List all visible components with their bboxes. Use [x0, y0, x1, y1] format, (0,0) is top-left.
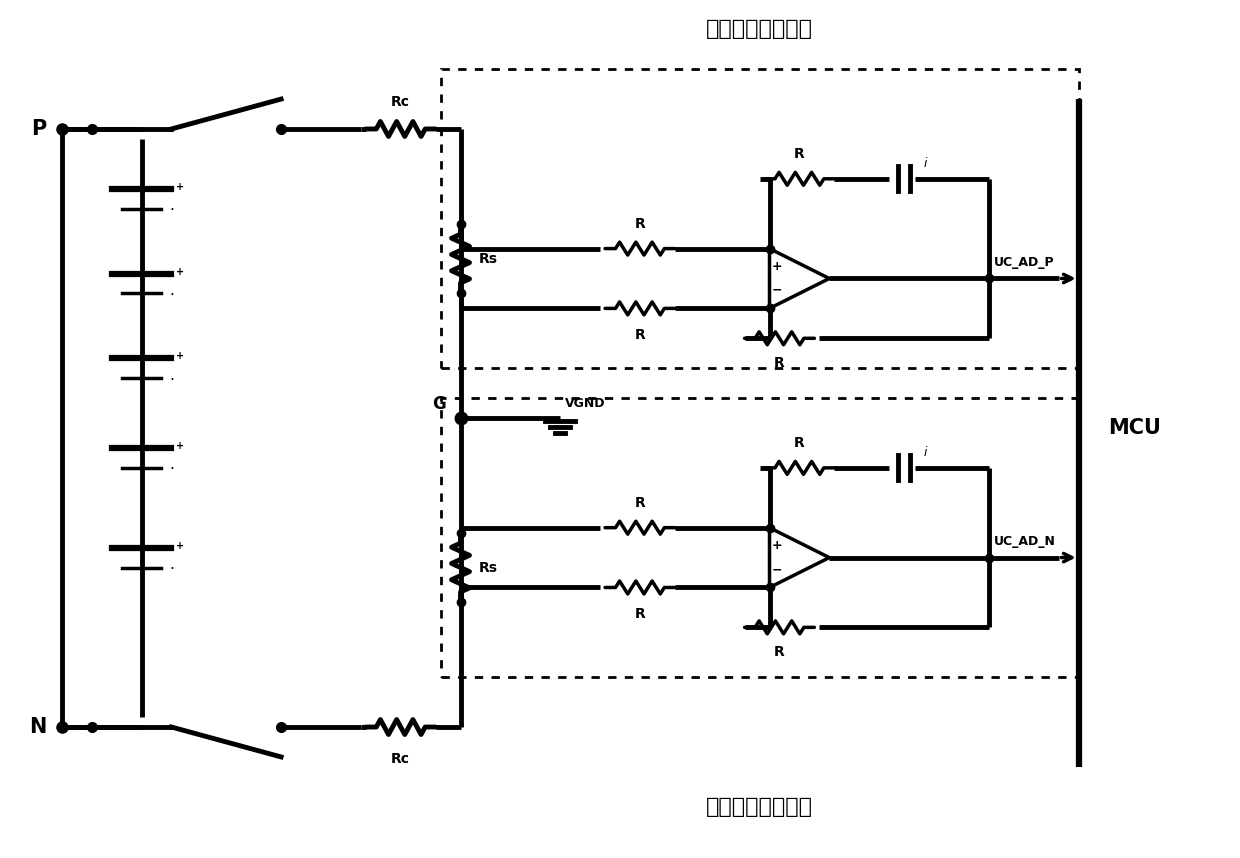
Text: MCU: MCU: [1109, 418, 1162, 438]
Text: +: +: [771, 539, 781, 552]
Text: G: G: [432, 395, 445, 413]
Text: R: R: [774, 645, 785, 659]
Text: −: −: [771, 563, 781, 576]
Text: P: P: [31, 119, 47, 139]
Bar: [440, 398, 1079, 677]
Text: Rs: Rs: [479, 251, 497, 266]
Text: i: i: [924, 446, 928, 459]
Text: R: R: [794, 147, 805, 160]
Text: +: +: [771, 260, 781, 273]
Text: ·: ·: [170, 372, 175, 388]
Text: i: i: [924, 157, 928, 171]
Text: UC_AD_P: UC_AD_P: [993, 256, 1054, 269]
Text: ·: ·: [170, 462, 175, 477]
Text: +: +: [176, 267, 185, 276]
Text: +: +: [176, 541, 185, 551]
Text: +: +: [176, 182, 185, 192]
Text: R: R: [635, 216, 645, 231]
Text: Rs: Rs: [479, 560, 497, 575]
Text: 负极侧绝缘测量部: 负极侧绝缘测量部: [706, 797, 813, 817]
Text: −: −: [771, 284, 781, 297]
Text: VGND: VGND: [565, 397, 605, 410]
Text: ·: ·: [170, 288, 175, 303]
Text: R: R: [635, 496, 645, 510]
Text: N: N: [30, 717, 47, 737]
Text: ·: ·: [170, 203, 175, 218]
Text: UC_AD_N: UC_AD_N: [993, 535, 1055, 547]
Text: R: R: [774, 356, 785, 371]
Text: R: R: [635, 329, 645, 342]
Text: R: R: [794, 436, 805, 450]
Text: 正极侧绝缘测量部: 正极侧绝缘测量部: [706, 19, 813, 39]
Text: +: +: [176, 351, 185, 361]
Bar: [440, 69, 1079, 368]
Text: +: +: [176, 441, 185, 451]
Text: R: R: [635, 607, 645, 621]
Text: Rc: Rc: [391, 95, 410, 109]
Text: Rc: Rc: [391, 752, 410, 766]
Text: ·: ·: [170, 562, 175, 577]
